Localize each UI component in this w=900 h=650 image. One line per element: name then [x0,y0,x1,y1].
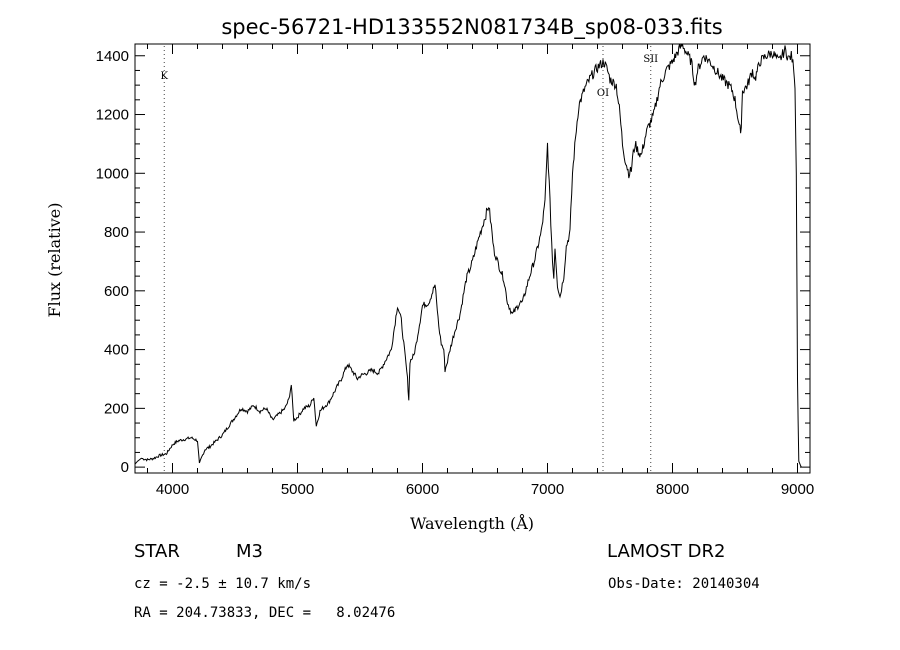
survey-label: LAMOST DR2 [607,541,726,562]
x-tick-label: 9000 [781,481,814,498]
line-marker-label: OI [597,88,609,99]
spectrum-line [135,44,802,468]
y-tick-label: 200 [104,400,129,417]
y-tick-label: 1000 [96,165,129,182]
spectral-subclass: M3 [236,541,263,562]
redshift-readout: cz = -2.5 ± 10.7 km/s [134,576,312,592]
x-tick-label: 7000 [531,481,564,498]
series-layer [135,44,802,468]
y-axis-label: Flux (relative) [45,203,64,318]
y-tick-label: 800 [104,224,129,241]
x-tick-label: 8000 [656,481,689,498]
object-type: STAR [134,541,180,562]
x-tick-label: 4000 [156,481,189,498]
line-marker-label: K [161,71,169,82]
x-axis-label: Wavelength (Å) [410,513,534,533]
line-markers: K OI SII [161,46,658,473]
x-tick-label: 5000 [281,481,314,498]
chart-title: spec-56721-HD133552N081734B_sp08-033.fit… [221,15,722,40]
y-axis: 0 200 400 600 800 1000 1200 1400 [96,48,810,476]
x-axis: 4000 5000 6000 7000 8000 9000 [147,44,814,498]
y-tick-label: 1400 [96,48,129,65]
x-tick-label: 6000 [406,481,439,498]
y-tick-label: 0 [121,459,129,476]
obs-date: Obs-Date: 20140304 [608,576,760,592]
line-marker-label: SII [643,54,658,65]
y-tick-label: 1200 [96,107,129,124]
coordinates-readout: RA = 204.73833, DEC = 8.02476 [134,605,396,621]
y-tick-label: 400 [104,342,129,359]
y-tick-label: 600 [104,283,129,300]
